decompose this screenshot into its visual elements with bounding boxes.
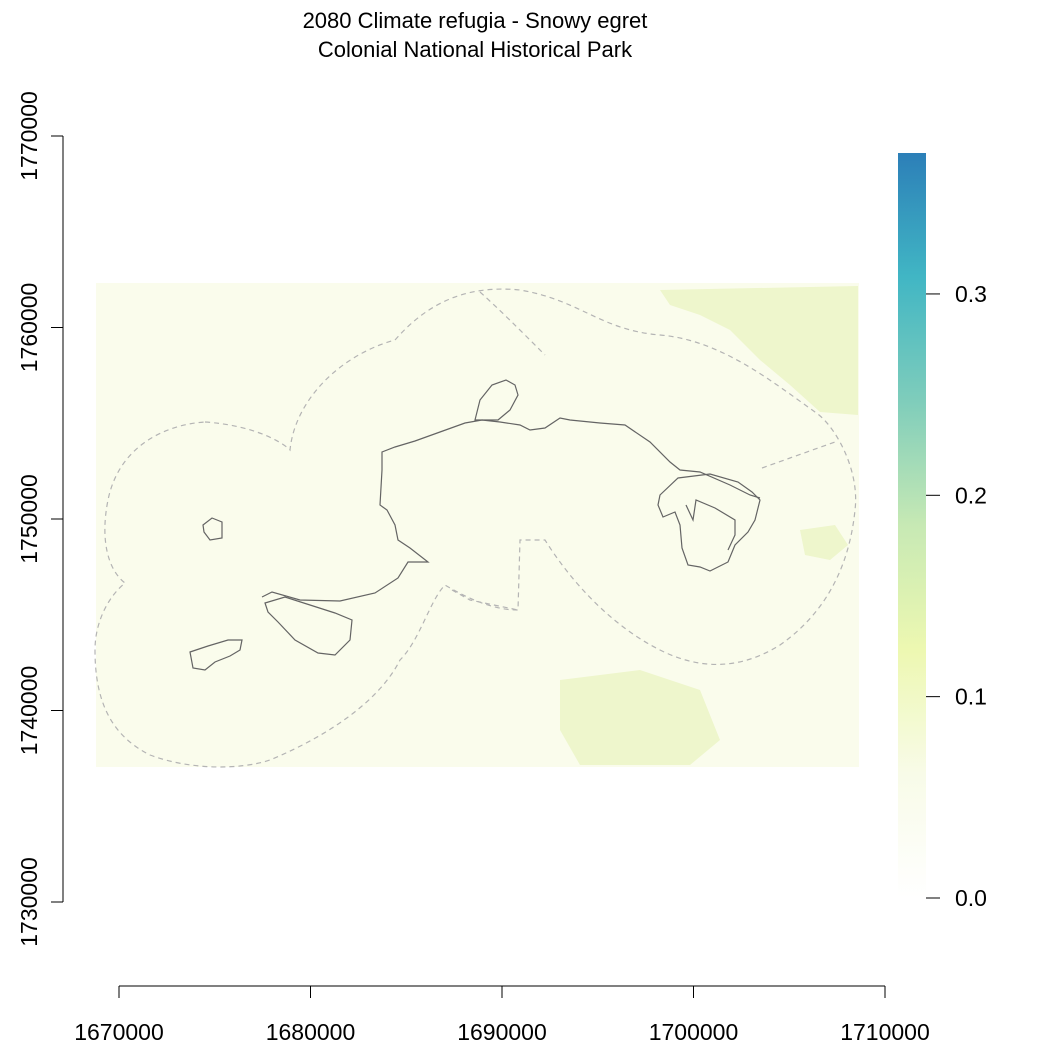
x-tick-label: 1690000	[457, 1019, 547, 1045]
park-yorktown-inner	[685, 499, 736, 551]
x-tick-label: 1670000	[74, 1019, 164, 1045]
raster-patch-south	[560, 670, 720, 765]
map-title-line-2: Colonial National Historical Park	[317, 37, 633, 62]
park-parkway-corridor	[261, 417, 761, 602]
y-tick-label: 1730000	[16, 857, 42, 947]
park-yorktown-area	[657, 473, 761, 572]
x-tick-label: 1680000	[266, 1019, 356, 1045]
legend-tick-label: 0.0	[955, 885, 987, 911]
park-buffer-inner-line-east	[761, 441, 836, 469]
park-small-parcel	[202, 517, 223, 541]
raster-extent	[96, 283, 859, 767]
x-tick-label: 1700000	[649, 1019, 739, 1045]
y-tick-label: 1740000	[16, 666, 42, 756]
legend-color-bar	[898, 153, 926, 898]
raster-patch-east	[800, 525, 848, 560]
raster-patch-northeast	[660, 286, 858, 415]
y-tick-label: 1760000	[16, 283, 42, 373]
color-legend: 0.0 0.1 0.2 0.3	[898, 153, 987, 911]
park-buffer-boundary	[94, 288, 857, 768]
park-jamestown-island	[264, 596, 353, 656]
x-tick-label: 1710000	[840, 1019, 930, 1045]
map-title-line-1: 2080 Climate refugia - Snowy egret	[302, 8, 648, 33]
legend-tick-label: 0.2	[955, 482, 987, 508]
legend-tick-label: 0.3	[955, 281, 987, 307]
legend-tick-label: 0.1	[955, 684, 987, 710]
park-northern-lobe	[474, 379, 519, 421]
park-west-parcel	[189, 639, 243, 671]
x-axis: 1670000 1680000 1690000 1700000 1710000	[74, 985, 930, 1045]
y-tick-label: 1770000	[16, 91, 42, 181]
y-axis: 1730000 1740000 1750000 1760000 1770000	[16, 91, 64, 947]
park-buffer-inner-line-south	[451, 589, 519, 611]
suitability-raster	[96, 283, 859, 767]
y-tick-label: 1750000	[16, 474, 42, 564]
park-boundary	[189, 379, 761, 671]
